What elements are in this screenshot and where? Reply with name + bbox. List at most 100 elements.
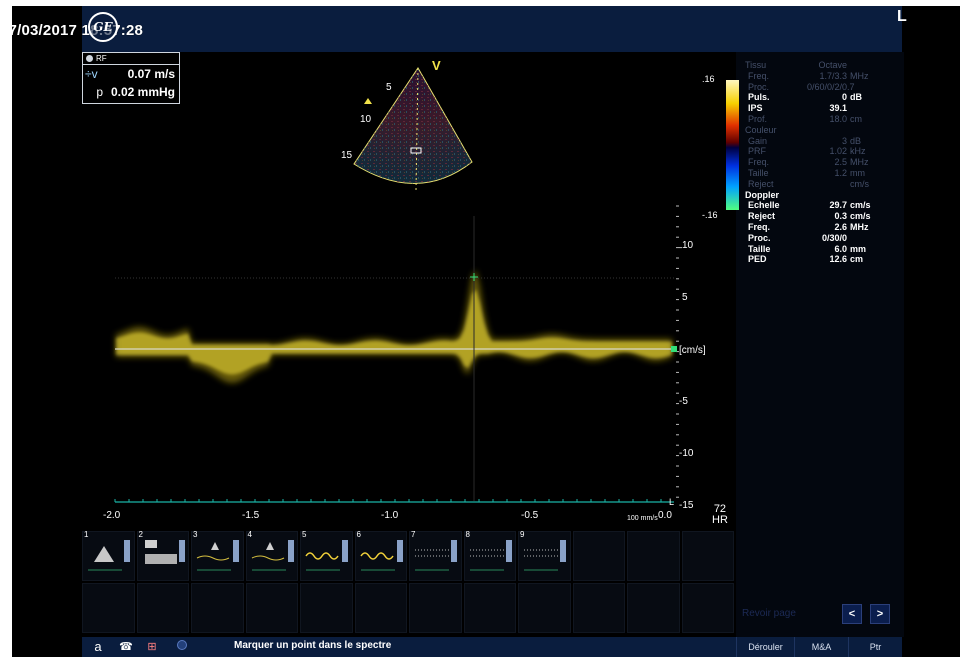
param-unit: cm/s <box>850 211 871 222</box>
velocity-value: 0.07 m/s <box>127 67 175 81</box>
y-tick-label-neg5: -5 <box>679 396 688 407</box>
phone-icon[interactable]: ☎ <box>119 641 133 653</box>
annotation-icon[interactable]: a <box>94 639 102 654</box>
x-tick-label-1: -1.5 <box>242 510 260 521</box>
color-scale-bottom-label: -.16 <box>702 210 718 220</box>
sector-mode-label: V <box>432 58 441 73</box>
printer-button[interactable]: Ptr <box>848 637 902 657</box>
measure-analysis-button[interactable]: M&A <box>794 637 848 657</box>
param-row: PED 12.6 cm <box>745 254 893 265</box>
thumbnail-slot[interactable]: 1 <box>82 530 135 581</box>
param-label: Reject <box>748 211 776 222</box>
sector-image: V 5 10 15 <box>312 54 512 194</box>
param-row: Taille 6.0 mm <box>745 244 893 255</box>
time-ticks <box>114 499 662 502</box>
sector-svg: V 5 10 15 <box>341 58 473 191</box>
param-label: Freq. <box>748 157 770 168</box>
depth-label-10: 10 <box>360 114 372 125</box>
thumbnail-slot[interactable]: 8 <box>463 530 516 581</box>
x-tick-label-4: 0.0 <box>658 510 672 521</box>
param-row: Gain 3 dB <box>745 136 893 147</box>
doppler-spectrum[interactable]: [cm/s] 100 mm/s L -2.0 -1.5 -1.0 -0.5 0.… <box>12 186 736 526</box>
param-value: 6.0 <box>834 243 847 254</box>
param-row: Freq. 2.5 MHz <box>745 157 893 168</box>
thumbnail-number: 7 <box>411 530 416 539</box>
param-row: Tissu Octave <box>745 60 893 71</box>
param-label: PRF <box>748 146 766 157</box>
thumbnail-slot <box>572 531 625 581</box>
param-value <box>807 179 847 190</box>
spectrum-envelope-core <box>116 289 672 375</box>
network-icon[interactable]: ⊞ <box>147 641 157 653</box>
thumbnail-slot[interactable]: 2 <box>136 530 189 581</box>
param-value: 12.6 <box>829 254 847 265</box>
thumbnail-slot[interactable]: 7 <box>409 530 462 581</box>
thumbnail-preview <box>251 540 294 571</box>
thumbnail-slot[interactable]: 3 <box>191 530 244 581</box>
y-tick-label-5: 5 <box>682 292 688 303</box>
color-scale: .16 -.16 <box>702 74 742 224</box>
thumbnail-number: 8 <box>465 530 470 539</box>
thumbnail-number: 1 <box>84 530 89 539</box>
param-value <box>807 190 847 201</box>
doppler-beam-line <box>415 67 419 191</box>
param-row: Proc. 0/60/0/2/0.7 <box>745 82 893 93</box>
param-unit: dB <box>850 92 862 103</box>
next-page-button[interactable]: > <box>870 604 890 624</box>
clipboard-thumbnails: 1 2 3 4 5 6 7 8 9 <box>82 530 736 635</box>
param-value: 0/60/0/2/0.7 <box>807 81 855 92</box>
param-row: Echelle 29.7 cm/s <box>745 200 893 211</box>
param-label: Couleur <box>745 124 777 135</box>
thumbnail-slot[interactable]: 9 <box>518 530 571 581</box>
prev-page-button[interactable]: < <box>842 604 862 624</box>
color-scale-top-label: .16 <box>702 74 715 84</box>
sample-gate <box>410 147 422 154</box>
focus-marker-icon <box>364 98 372 104</box>
thumbnail-preview <box>305 540 348 571</box>
param-value: 2.6 <box>834 221 847 232</box>
param-row: Freq. 1.7/3.3 MHz <box>745 71 893 82</box>
param-value: 1.2 <box>834 167 847 178</box>
param-value: 1.02 <box>829 146 847 157</box>
param-unit <box>847 233 881 244</box>
velocity-ticks <box>676 205 682 498</box>
measure-cursor-icon <box>470 273 478 281</box>
param-unit: MHz <box>850 157 869 168</box>
param-value: 0 <box>841 92 847 103</box>
thumbnail-number: 3 <box>193 530 198 539</box>
thumbnail-slot[interactable]: 4 <box>245 530 298 581</box>
param-unit <box>847 82 881 93</box>
param-row: Freq. 2.6 MHz <box>745 222 893 233</box>
param-row: Puls. 0 dB <box>745 92 893 103</box>
param-unit: cm/s <box>850 178 869 189</box>
parameter-panel <box>736 52 904 637</box>
thumbnail-number: 5 <box>302 530 307 539</box>
param-unit <box>847 125 881 136</box>
cursor-label: L <box>669 497 674 507</box>
thumbnail-slot <box>300 583 353 633</box>
param-row: Reject 0.3 cm/s <box>745 211 893 222</box>
param-label: Freq. <box>748 70 770 81</box>
baseline-handle[interactable] <box>671 346 677 352</box>
settings-dot-icon[interactable] <box>174 639 190 655</box>
thumbnail-preview <box>88 540 130 571</box>
orientation-marker: L <box>897 8 907 25</box>
thumbnail-number: 4 <box>247 530 252 539</box>
thumbnail-slot <box>463 583 516 633</box>
heart-rate: 72 HR <box>712 504 728 526</box>
thumbnail-slot[interactable]: 5 <box>300 530 353 581</box>
thumbnail-slot[interactable]: 6 <box>354 530 407 581</box>
y-tick-label-neg10: -10 <box>679 448 694 459</box>
param-row: Prof. 18.0 cm <box>745 114 893 125</box>
thumbnail-preview <box>196 540 239 571</box>
param-row: Couleur <box>745 125 893 136</box>
spectrum-svg[interactable]: [cm/s] 100 mm/s L -2.0 -1.5 -1.0 -0.5 0.… <box>12 186 736 526</box>
scroll-button[interactable]: Dérouler <box>736 637 794 657</box>
measurement-box: RF ÷v 0.07 m/s p 0.02 mmHg <box>82 52 180 104</box>
param-value: 29.7 <box>829 200 847 211</box>
ultrasound-screen: 27/03/2017 18:57:28 GE L RF ÷v 0.07 m/s p… <box>12 6 960 657</box>
pressure-row: p 0.02 mmHg <box>83 83 179 101</box>
param-label: Echelle <box>748 200 780 211</box>
param-value: 0/30/0 <box>821 232 847 243</box>
param-unit: MHz <box>850 221 869 232</box>
